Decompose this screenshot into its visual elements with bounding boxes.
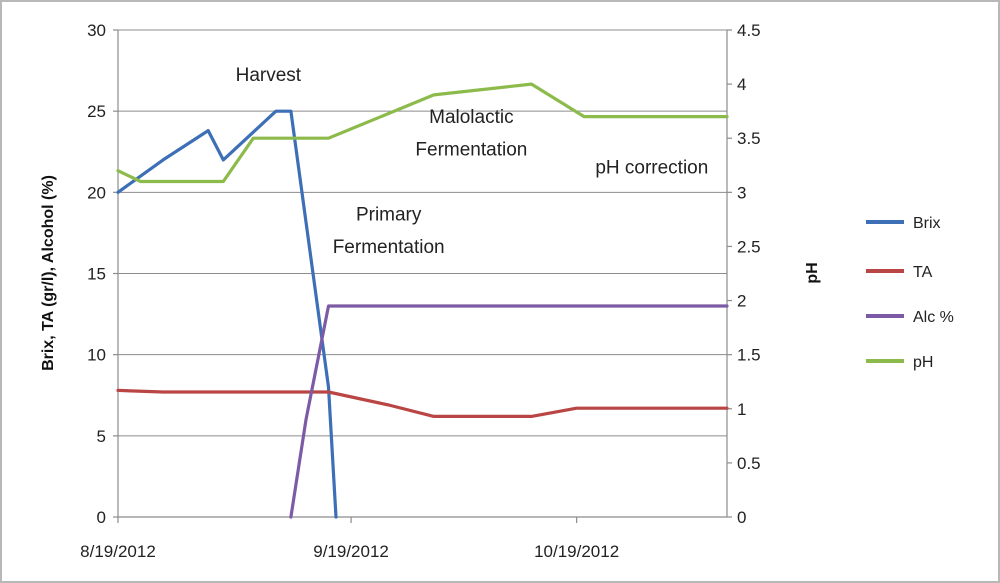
x-tick-label: 8/19/2012 (80, 542, 156, 561)
annotation-label: Malolactic (429, 107, 513, 128)
annotation-label: Fermentation (415, 140, 527, 161)
annotation-label: pH correction (595, 157, 708, 178)
left-tick-label: 10 (87, 346, 106, 365)
left-tick-label: 15 (87, 265, 106, 284)
series-line-alc (289, 304, 729, 519)
legend-label: TA (913, 264, 933, 281)
series-lines (116, 82, 729, 519)
y-axis-title-right: pH (804, 262, 821, 283)
left-tick-label: 5 (97, 427, 106, 446)
right-tick-label: 1 (737, 400, 746, 419)
y-axis-title-left: Brix, TA (gr/l), Alcohol (%) (40, 175, 57, 371)
legend-label: pH (913, 354, 933, 371)
annotation-label: Fermentation (333, 237, 445, 258)
right-tick-label: 4 (737, 75, 746, 94)
left-tick-label: 0 (97, 508, 106, 527)
annotations: Harvest Malolactic Fermentation pH correcti… (236, 65, 709, 258)
right-tick-label: 1.5 (737, 346, 761, 365)
right-tick-label: 0 (737, 508, 746, 527)
series-line-brix (116, 109, 338, 519)
right-tick-label: 2 (737, 292, 746, 311)
x-tick-label: 10/19/2012 (534, 542, 619, 561)
gridlines (118, 29, 727, 518)
annotation-label: Primary (356, 204, 422, 225)
right-tick-label: 4.5 (737, 21, 761, 40)
right-tick-label: 3 (737, 183, 746, 202)
annotation-label: Harvest (236, 65, 302, 86)
x-tick-label: 9/19/2012 (313, 542, 389, 561)
axes (113, 29, 732, 523)
legend: Brix TA Alc % pH (866, 215, 954, 371)
series-line-ph (116, 82, 729, 184)
tick-labels: 0 5 10 15 20 25 30 0 0.5 1 1.5 2 2.5 3 3.5 4 4.5 8/19/201… (80, 21, 760, 561)
legend-label: Alc % (913, 309, 954, 326)
left-tick-label: 20 (87, 183, 106, 202)
series-line-ta (116, 388, 729, 418)
left-tick-label: 30 (87, 21, 106, 40)
right-tick-label: 0.5 (737, 454, 761, 473)
right-tick-label: 2.5 (737, 237, 761, 256)
left-tick-label: 25 (87, 102, 106, 121)
legend-label: Brix (913, 215, 941, 232)
right-tick-label: 3.5 (737, 129, 761, 148)
